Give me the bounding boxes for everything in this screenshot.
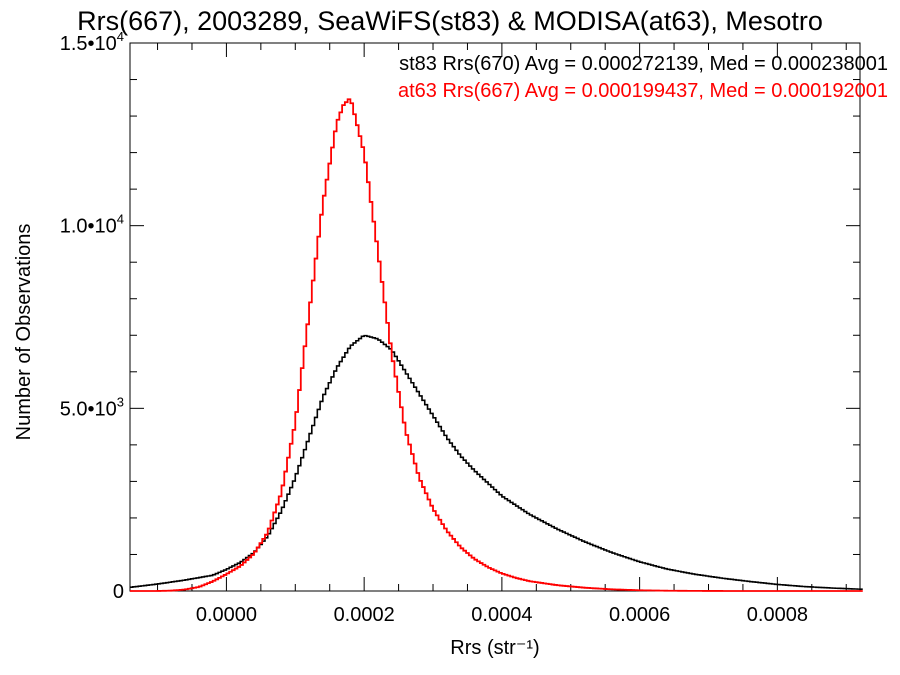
x-tick-label: 0.0004 [471, 604, 532, 626]
x-tick-label: 0.0008 [747, 604, 808, 626]
x-tick-label: 0.0006 [609, 604, 670, 626]
series-0-line [130, 334, 863, 590]
plot-frame [129, 42, 861, 592]
x-tick-label: 0.0000 [196, 604, 257, 626]
x-axis: 0.0000 0.0002 0.0004 0.0006 0.0008 [157, 43, 847, 626]
y-tick-label: 1.0•104 [60, 212, 124, 238]
y-tick-label: 1.5•104 [60, 29, 124, 55]
y-tick-label: 0 [113, 581, 124, 603]
x-tick-label: 0.0002 [334, 604, 395, 626]
annotation-at63: at63 Rrs(667) Avg = 0.000199437, Med = 0… [398, 80, 888, 102]
y-axis: 0 5.0•103 1.0•104 1.5•104 [60, 29, 860, 603]
x-axis-label: Rrs (str⁻¹) [450, 637, 539, 659]
series-group [130, 98, 863, 592]
series-1-line [130, 98, 863, 592]
y-tick-label: 5.0•103 [60, 394, 124, 420]
annotation-st83: st83 Rrs(670) Avg = 0.000272139, Med = 0… [399, 53, 888, 75]
y-axis-label: Number of Observations [13, 224, 35, 441]
chart-title: Rrs(667), 2003289, SeaWiFS(st83) & MODIS… [77, 6, 823, 36]
